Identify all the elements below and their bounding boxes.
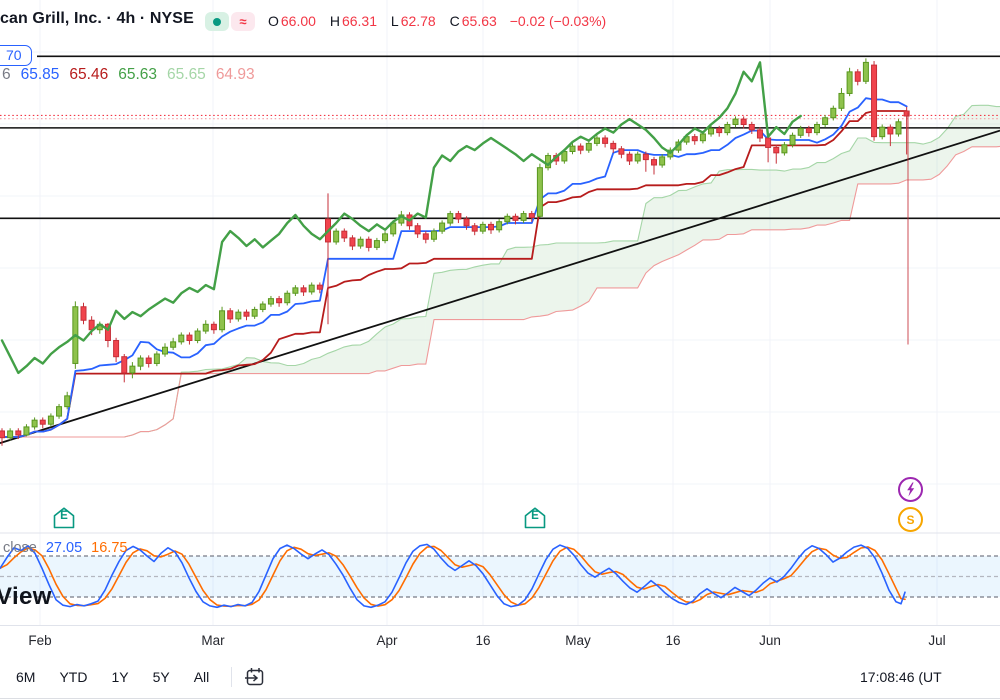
- open-value: 66.00: [280, 13, 316, 29]
- approx-icon: ≈: [239, 14, 247, 29]
- lead-a-value: 65.65: [167, 66, 206, 83]
- flash-badge[interactable]: [897, 476, 924, 503]
- time-axis-label: Jun: [759, 633, 781, 648]
- close-value: 65.63: [461, 13, 497, 29]
- session-badge[interactable]: S: [897, 506, 924, 533]
- time-axis-label: Apr: [376, 633, 398, 648]
- calendar-arrow-icon: [245, 668, 264, 686]
- time-axis-label: Jul: [928, 633, 946, 648]
- stoch-values-row: close 27.05 16.75: [3, 540, 127, 556]
- time-axis-label: May: [565, 633, 591, 648]
- earnings-letter: E: [531, 510, 539, 522]
- horizontal-line-price-label[interactable]: 70: [0, 45, 32, 66]
- time-axis[interactable]: Feb Mar Apr 16 May 16 Jun Jul: [0, 625, 1000, 656]
- range-1y-button[interactable]: 1Y: [102, 664, 137, 690]
- clock-readout[interactable]: 17:08:46 (UT: [860, 669, 942, 685]
- tradingview-watermark: View: [0, 583, 52, 610]
- symbol-title[interactable]: can Grill, Inc. · 4h · NYSE: [0, 10, 194, 27]
- earnings-icon[interactable]: E: [52, 506, 76, 530]
- stoch-source-label: close: [3, 540, 37, 556]
- status-dot-icon: [213, 17, 221, 26]
- range-all-button[interactable]: All: [185, 664, 219, 690]
- base-value: 65.46: [69, 66, 109, 83]
- range-6m-button[interactable]: 6M: [7, 664, 44, 690]
- bottom-toolbar: 6M YTD 1Y 5Y All 17:08:46 (UT: [0, 656, 1000, 699]
- time-axis-label: 16: [475, 633, 491, 648]
- toolbar-divider: [231, 667, 233, 687]
- lagging-value: 65.63: [118, 66, 158, 83]
- lead-b-value: 64.93: [215, 66, 255, 83]
- range-5y-button[interactable]: 5Y: [144, 664, 179, 690]
- conversion-value: 65.85: [20, 66, 60, 83]
- stoch-d-value: 16.75: [91, 540, 128, 556]
- high-value: 66.31: [341, 13, 377, 29]
- low-value: 62.78: [400, 13, 436, 29]
- ohlc-readout: O 66.00 H 66.31 L 62.78 C 65.63 −0.02 (−0.03…: [268, 13, 606, 29]
- range-ytd-button[interactable]: YTD: [50, 664, 96, 690]
- stoch-k-value: 27.05: [45, 540, 83, 556]
- ichimoku-values-row: 6 65.85 65.46 65.63 65.65 64.93: [2, 66, 255, 84]
- change-value: −0.02 (−0.03%): [509, 13, 607, 29]
- lightning-icon: [907, 482, 915, 497]
- approx-price-badge[interactable]: ≈: [231, 12, 255, 31]
- chart-canvas[interactable]: [0, 0, 1000, 625]
- earnings-icon[interactable]: E: [523, 506, 547, 530]
- high-label: H: [329, 13, 340, 29]
- open-label: O: [268, 13, 279, 29]
- market-status-dot-badge[interactable]: [205, 12, 229, 31]
- low-label: L: [390, 13, 399, 29]
- session-letter: S: [906, 513, 914, 527]
- earnings-letter: E: [60, 510, 68, 522]
- time-axis-label: Mar: [201, 633, 225, 648]
- go-to-date-button[interactable]: [242, 664, 268, 690]
- time-axis-label: 16: [665, 633, 681, 648]
- time-axis-label: Feb: [28, 633, 52, 648]
- ichimoku-param: 6: [2, 66, 11, 83]
- close-label: C: [449, 13, 460, 29]
